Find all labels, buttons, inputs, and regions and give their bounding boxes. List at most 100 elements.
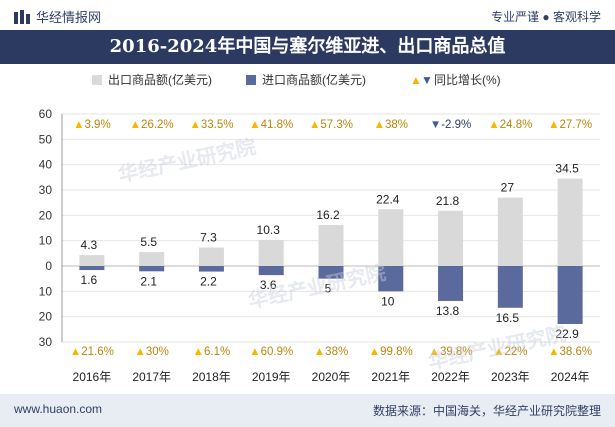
chart-title: 2016-2024年中国与塞尔维亚进、出口商品总值 [0,30,615,64]
bar-import-label: 5 [325,282,332,296]
import-growth-label: ▲22% [493,346,527,358]
bar-import [258,266,284,276]
bar-import-label: 3.6 [260,278,277,292]
growth-up-icon: ▲ [249,346,260,358]
export-growth-label: ▲26.2% [130,119,174,131]
growth-value: 41.8% [261,119,294,131]
legend-import-label: 进口商品额(亿美元) [262,72,366,87]
bar-import [318,266,344,279]
bar-export-label: 27 [501,181,515,195]
site-url[interactable]: www.huaon.com [14,402,103,416]
legend-export-swatch [92,75,102,85]
export-growth-label: ▲24.8% [488,119,532,131]
bar-export-label: 22.4 [376,192,400,206]
brand[interactable]: 华经情报网 [14,7,101,26]
top-bar: 华经情报网 专业严谨 ● 客观科学 [0,0,615,30]
bar-import-label: 1.6 [81,273,98,287]
import-growth-label: ▲38.6% [548,346,592,358]
legend-import-swatch [246,75,256,85]
y-tick-label: 20 [39,208,53,222]
x-tick-label: 2024年 [551,370,590,384]
export-growth-label: ▲27.7% [548,119,592,131]
growth-value: 30% [146,346,169,358]
legend-growth-label: 同比增长(%) [434,73,501,87]
bar-import-label: 13.8 [436,304,460,318]
export-growth-label: ▲38% [374,119,408,131]
bar-export [497,197,523,266]
bar-export-label: 16.2 [316,208,340,222]
growth-down-icon: ▼ [430,119,441,131]
y-tick-label: 10 [39,284,53,298]
bar-export [378,209,404,266]
growth-up-icon: ▲ [70,346,81,358]
growth-up-icon: ▲ [73,119,84,131]
bar-import-label: 22.9 [555,327,579,341]
chart: 出口商品额(亿美元) 进口商品额(亿美元) ▲ ▼ 同比增长(%)60504030201… [39,72,600,384]
growth-up-icon: ▲ [249,119,260,131]
growth-up-icon: ▲ [189,119,200,131]
bar-import [139,266,165,272]
bar-export [139,252,165,266]
growth-up-icon: ▲ [548,119,559,131]
footer: www.huaon.com 数据来源：中国海关，华经产业研究院整理 [0,394,615,427]
y-tick-label: 50 [39,132,53,146]
export-growth-label: ▲3.9% [73,119,111,131]
bar-export-label: 10.3 [257,223,281,237]
bar-import-label: 16.5 [496,311,520,325]
legend-growth-down-icon: ▼ [421,73,433,87]
growth-value: 21.6% [81,346,114,358]
bar-import [557,266,583,325]
growth-up-icon: ▲ [488,119,499,131]
growth-value: 99.8% [380,346,413,358]
growth-up-icon: ▲ [314,346,325,358]
data-source: 数据来源：中国海关，华经产业研究院整理 [372,404,601,418]
x-tick-label: 2021年 [371,370,410,384]
legend-export-label: 出口商品额(亿美元) [108,72,212,87]
watermark: 华经产业研究院 [116,134,258,187]
legend-growth-up-icon: ▲ [410,73,422,87]
bar-export-label: 7.3 [200,231,217,245]
y-tick-label: 60 [39,107,53,121]
growth-value: 39.8% [440,346,473,358]
bar-export-label: 21.8 [436,194,460,208]
y-tick-label: 40 [39,158,53,172]
bar-import [79,266,105,271]
growth-up-icon: ▲ [493,346,504,358]
growth-up-icon: ▲ [429,346,440,358]
export-growth-label: ▲57.3% [309,119,353,131]
bar-export [557,178,583,266]
bar-import [438,266,464,301]
growth-up-icon: ▲ [130,119,141,131]
import-growth-label: ▲99.8% [369,346,413,358]
import-growth-label: ▲30% [134,346,168,358]
bar-export-label: 4.3 [81,238,98,252]
bar-import [378,266,404,292]
growth-value: 57.3% [320,119,353,131]
bar-export [258,239,284,266]
import-growth-label: ▲38% [314,346,348,358]
x-tick-label: 2019年 [252,370,291,384]
growth-value: 26.2% [141,119,174,131]
growth-value: -2.9% [441,119,471,131]
export-growth-label: ▲41.8% [249,119,293,131]
growth-value: 24.8% [500,119,533,131]
growth-value: 33.5% [201,119,234,131]
x-tick-label: 2018年 [192,370,231,384]
y-tick-label: 30 [39,183,53,197]
growth-value: 3.9% [84,119,110,131]
bar-export [198,247,224,266]
growth-value: 60.9% [261,346,294,358]
growth-value: 38.6% [560,346,593,358]
export-growth-label: ▲33.5% [189,119,233,131]
bar-export-label: 5.5 [140,235,157,249]
bar-import [198,266,224,272]
import-growth-label: ▲21.6% [70,346,114,358]
growth-value: 6.1% [204,346,230,358]
brand-logo-icon [14,9,30,24]
bar-export-label: 34.5 [555,162,579,176]
y-tick-label: 20 [39,310,53,324]
y-tick-label: 30 [39,335,53,349]
import-growth-label: ▲60.9% [249,346,293,358]
tagline: 专业严谨 ● 客观科学 [491,10,601,24]
growth-up-icon: ▲ [548,346,559,358]
